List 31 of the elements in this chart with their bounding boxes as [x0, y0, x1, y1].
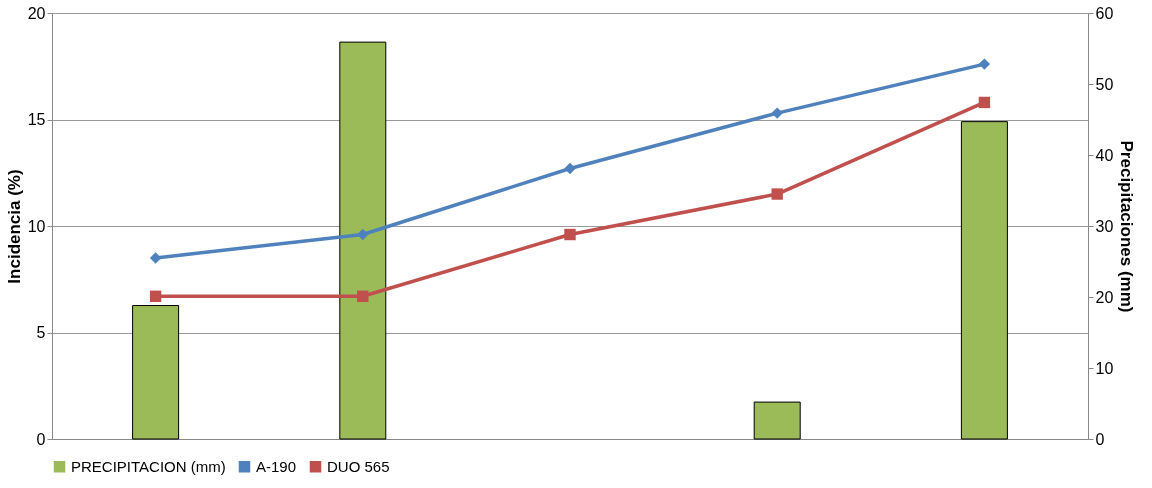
bar: [132, 305, 180, 440]
y2-tick-label: 20: [1095, 288, 1114, 306]
y-tick-label: 20: [27, 4, 46, 22]
bar: [960, 121, 1008, 440]
point: [149, 290, 162, 302]
y-axis-title: Incidencia (%): [4, 169, 24, 284]
point: [978, 58, 991, 70]
y-tick-label: 0: [36, 430, 46, 448]
y2-tick-label: 0: [1095, 430, 1105, 448]
legend-label: PRECIPITACION (mm): [71, 457, 226, 475]
point: [564, 228, 576, 241]
y2-tick-label: 40: [1095, 146, 1114, 164]
point: [564, 162, 576, 175]
point: [771, 188, 783, 200]
y2-tick-label: 10: [1095, 359, 1114, 377]
y2-tick-label: 60: [1095, 4, 1114, 22]
y2-axis-title: Precipitaciones (mm): [1117, 140, 1137, 313]
point: [357, 228, 369, 241]
y2-tick-label: 50: [1095, 75, 1114, 93]
bar: [753, 401, 801, 440]
point: [771, 107, 783, 119]
point: [357, 290, 369, 302]
y-tick-label: 5: [36, 324, 46, 341]
y-tick-label: 10: [27, 217, 46, 235]
legend-label: DUO 565: [327, 457, 390, 475]
legend-label: A-190: [256, 457, 297, 475]
point: [978, 96, 991, 109]
point: [149, 252, 162, 264]
y2-tick-label: 30: [1095, 217, 1114, 235]
bar: [339, 41, 387, 440]
y-tick-label: 15: [27, 111, 46, 128]
